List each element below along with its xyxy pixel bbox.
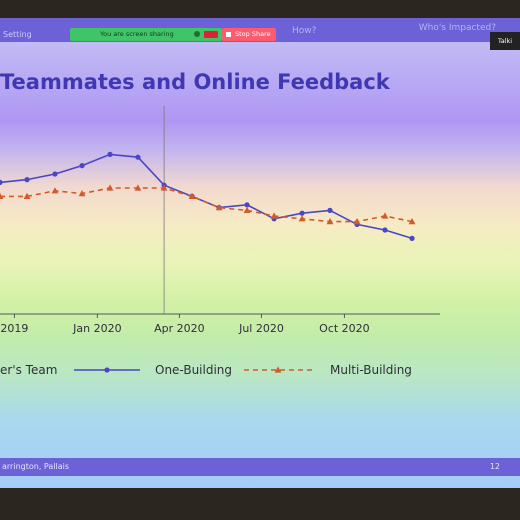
data-point-one-building bbox=[107, 152, 112, 157]
chart-series bbox=[0, 152, 415, 241]
data-point-multi-building bbox=[244, 207, 251, 213]
x-tick-label: Apr 2020 bbox=[154, 322, 205, 335]
data-point-one-building bbox=[135, 155, 140, 160]
data-point-one-building bbox=[409, 236, 414, 241]
data-point-one-building bbox=[244, 202, 249, 207]
footer-authors: arrington, Pallais bbox=[2, 458, 69, 476]
slide-footer-bar: arrington, Pallais 12 bbox=[0, 458, 520, 476]
presentation-screen: Setting You are screen sharing Stop Shar… bbox=[0, 18, 520, 488]
legend-marker-one-building bbox=[104, 367, 109, 372]
x-tick-label: Jan 2020 bbox=[72, 322, 121, 335]
legend-label-partial: er's Team bbox=[0, 363, 57, 377]
data-point-one-building bbox=[327, 208, 332, 213]
data-point-one-building bbox=[24, 177, 29, 182]
x-tick-label: Jul 2020 bbox=[238, 322, 284, 335]
line-chart: 2019 Jan 2020 Apr 2020 Jul 2020 Oct 2020 er'… bbox=[0, 18, 520, 488]
data-point-one-building bbox=[0, 180, 3, 185]
data-point-one-building bbox=[52, 171, 57, 176]
chart-legend: er's Team One-Building Multi-Building bbox=[0, 363, 412, 377]
data-point-one-building bbox=[79, 163, 84, 168]
data-point-multi-building bbox=[382, 212, 389, 218]
page-number: 12 bbox=[490, 458, 500, 476]
data-point-one-building bbox=[382, 227, 387, 232]
legend-label-multi-building: Multi-Building bbox=[330, 363, 412, 377]
chart-axes: 2019 Jan 2020 Apr 2020 Jul 2020 Oct 2020 bbox=[0, 106, 440, 335]
series-line-one-building bbox=[0, 154, 412, 238]
legend-label-one-building: One-Building bbox=[155, 363, 232, 377]
data-point-one-building bbox=[299, 211, 304, 216]
series-line-multi-building bbox=[0, 188, 412, 222]
x-tick-label: 2019 bbox=[0, 322, 28, 335]
data-point-multi-building bbox=[107, 184, 114, 190]
x-tick-label: Oct 2020 bbox=[319, 322, 370, 335]
